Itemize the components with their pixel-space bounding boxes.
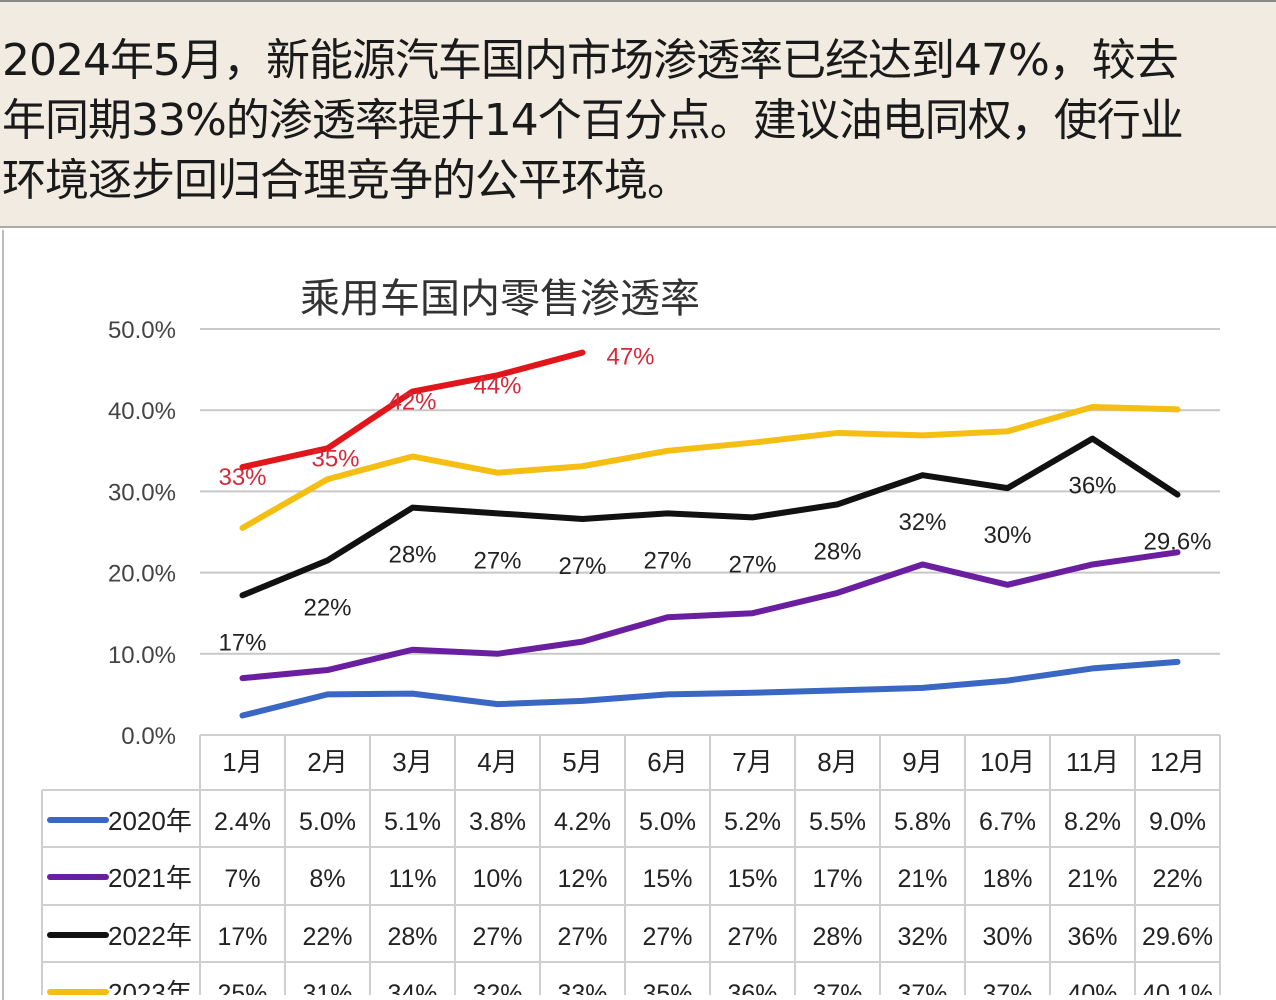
table-cell: 3.8% [469, 808, 526, 836]
table-cell: 5.8% [894, 808, 951, 836]
data-label: 44% [473, 372, 521, 399]
caption-line-1: 2024年5月，新能源汽车国内市场渗透率已经达到47%，较去 [2, 24, 1178, 88]
table-cell: 15% [727, 865, 777, 893]
table-cell: 21% [897, 865, 947, 893]
series-line-2021年 [243, 552, 1178, 678]
caption-box: 2024年5月，新能源汽车国内市场渗透率已经达到47%，较去 年同期33%的渗透… [0, 0, 1276, 228]
table-cell: 27% [642, 923, 692, 951]
data-label: 32% [898, 509, 946, 536]
chart-title: 乘用车国内零售渗透率 [300, 276, 700, 322]
penetration-chart: 乘用车国内零售渗透率 0.0% 10.0% 20.0% 30.0% 40.0% 50.0% 1… [0, 228, 1276, 995]
y-tick-label: 10.0% [108, 642, 176, 669]
y-tick-label: 20.0% [108, 561, 176, 588]
data-label: 30% [983, 522, 1031, 549]
table-cell: 35% [642, 980, 692, 995]
table-cell: 9.0% [1149, 808, 1206, 836]
data-label: 28% [388, 542, 436, 569]
data-label: 42% [388, 389, 436, 416]
table-cell: 11% [388, 865, 436, 893]
table-cell: 5.1% [384, 808, 441, 836]
table-cell: 8.2% [1064, 808, 1121, 836]
data-label: 27% [643, 547, 691, 574]
table-cell: 33% [557, 980, 607, 995]
table-cell: 40.1% [1142, 980, 1213, 995]
table-cell: 34% [387, 980, 437, 995]
table-cell: 32% [897, 923, 947, 951]
x-category-label: 6月 [647, 747, 687, 777]
x-category-label: 7月 [732, 747, 772, 777]
x-category-label: 2月 [307, 747, 347, 777]
table-cell: 40% [1067, 980, 1117, 995]
table-cell: 10% [472, 865, 522, 893]
data-label: 28% [813, 538, 861, 565]
caption-line-3: 环境逐步回归合理竞争的公平环境。 [2, 144, 690, 208]
table-cell: 37% [812, 980, 862, 995]
data-label: 29.6% [1143, 529, 1211, 556]
data-label: 22% [303, 594, 351, 621]
table-cell: 12% [557, 865, 607, 893]
series-line-2020年 [243, 662, 1178, 716]
y-tick-label: 30.0% [108, 479, 176, 506]
x-category-label: 1月 [222, 747, 262, 777]
x-category-label: 5月 [562, 747, 602, 777]
y-tick-label: 0.0% [121, 723, 176, 750]
legend-label: 2021年 [108, 863, 192, 893]
table-cell: 21% [1067, 865, 1117, 893]
table-cell: 28% [387, 923, 437, 951]
table-cell: 29.6% [1142, 923, 1213, 951]
table-cell: 25% [217, 980, 267, 995]
legend-label: 2022年 [108, 921, 192, 951]
table-cell: 5.5% [809, 808, 866, 836]
table-cell: 15% [642, 865, 692, 893]
table-cell: 36% [727, 980, 777, 995]
x-category-label: 8月 [817, 747, 857, 777]
data-label: 27% [558, 553, 606, 580]
x-category-label: 9月 [902, 747, 942, 777]
data-label: 35% [311, 445, 359, 472]
y-tick-label: 40.0% [108, 398, 176, 425]
table-cell: 27% [557, 923, 607, 951]
table-cell: 37% [982, 980, 1032, 995]
table-cell: 30% [982, 923, 1032, 951]
x-category-label: 4月 [477, 747, 517, 777]
x-category-label: 10月 [980, 747, 1035, 777]
data-label: 47% [606, 344, 654, 371]
table-cell: 36% [1067, 923, 1117, 951]
legend-label: 2020年 [108, 806, 192, 836]
table-cell: 27% [727, 923, 777, 951]
data-label: 27% [473, 547, 521, 574]
table-cell: 22% [1152, 865, 1202, 893]
data-label: 36% [1068, 473, 1116, 500]
table-cell: 2.4% [214, 808, 271, 836]
table-cell: 7% [224, 865, 260, 893]
data-label: 27% [728, 551, 776, 578]
data-label: 33% [218, 464, 266, 491]
table-cell: 37% [897, 980, 947, 995]
table-cell: 8% [309, 865, 345, 893]
table-cell: 17% [217, 923, 267, 951]
table-cell: 28% [812, 923, 862, 951]
table-cell: 22% [302, 923, 352, 951]
table-cell: 17% [812, 865, 862, 893]
caption-line-2: 年同期33%的渗透率提升14个百分点。建议油电同权，使行业 [2, 84, 1183, 148]
table-cell: 5.0% [299, 808, 356, 836]
x-category-label: 3月 [392, 747, 432, 777]
table-cell: 27% [472, 923, 522, 951]
legend-label: 2023年 [108, 978, 192, 995]
table-cell: 6.7% [979, 808, 1036, 836]
table-cell: 5.0% [639, 808, 696, 836]
y-tick-label: 50.0% [108, 317, 176, 344]
table-cell: 31% [302, 980, 352, 995]
table-cell: 5.2% [724, 808, 781, 836]
table-cell: 18% [982, 865, 1032, 893]
x-category-label: 11月 [1066, 747, 1119, 777]
x-category-label: 12月 [1150, 747, 1205, 777]
data-label: 17% [218, 629, 266, 656]
table-cell: 32% [472, 980, 522, 995]
table-cell: 4.2% [554, 808, 611, 836]
